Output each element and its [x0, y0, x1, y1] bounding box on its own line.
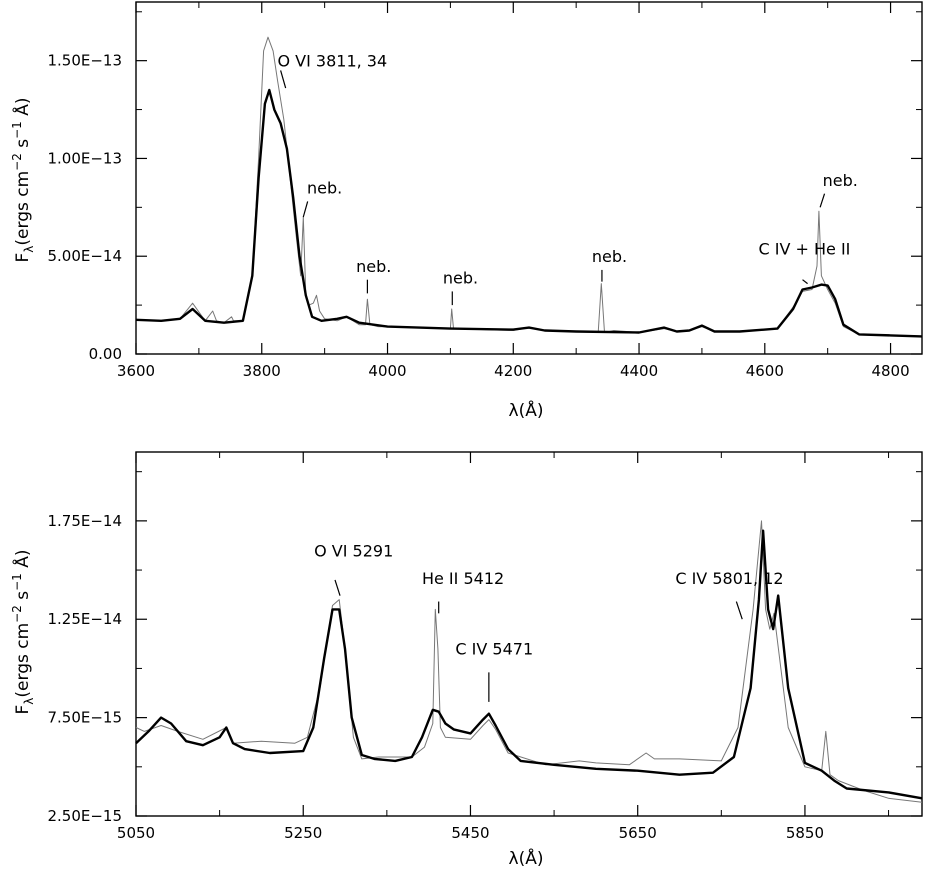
annotation-leader [735, 601, 743, 620]
y-tick-label: 1.50E−13 [47, 52, 122, 70]
line-annotation: O VI 5291 [314, 541, 393, 560]
spectrum-line-thick [135, 529, 923, 800]
svg-text:Fλ(ergs cm−2 s−1 Å): Fλ(ergs cm−2 s−1 Å) [10, 98, 36, 263]
line-annotation: neb. [592, 247, 627, 266]
x-tick-label: 5450 [451, 824, 489, 842]
x-tick-label: 4600 [746, 362, 784, 380]
x-tick-label: 5650 [619, 824, 657, 842]
x-tick-label: 4200 [494, 362, 532, 380]
plot-area-top: 3600 3800 4000 4200 4400 4600 4800 0.00 5.00E−14… [47, 1, 923, 380]
line-annotation: neb. [307, 179, 342, 198]
y-tick-label: 1.00E−13 [47, 149, 122, 167]
x-tick-label: 3800 [243, 362, 281, 380]
annotation-leader [802, 279, 808, 285]
spectrum-line-thick [135, 88, 923, 338]
annotation-leader [280, 70, 287, 89]
spectrum-panel-top: Fλ(ergs cm−2 s−1 Å) 3600 3800 4000 4200 4400… [10, 1, 923, 421]
svg-text:Fλ(ergs cm−2 s−1 Å): Fλ(ergs cm−2 s−1 Å) [10, 550, 36, 715]
x-axis-title-bottom: λ(Å) [509, 847, 544, 869]
line-annotation: C IV 5801, 12 [675, 569, 783, 588]
line-annotation: neb. [443, 269, 478, 288]
line-annotation: C IV 5471 [455, 640, 533, 659]
x-tick-label: 4400 [620, 362, 658, 380]
line-annotation: He II 5412 [422, 569, 504, 588]
x-tick-label: 5050 [117, 824, 155, 842]
plot-frame [135, 1, 923, 355]
x-tick-label: 4000 [368, 362, 406, 380]
spectrum-line-thin [135, 520, 923, 803]
plot-frame [135, 451, 923, 817]
x-axis-title-top: λ(Å) [509, 399, 544, 421]
y-tick-label: 7.50E−15 [47, 709, 122, 727]
spectrum-line-thin [135, 36, 923, 337]
x-tick-label: 5250 [284, 824, 322, 842]
x-tick-label: 4800 [871, 362, 909, 380]
annotation-leader [334, 579, 341, 596]
line-annotation: neb. [356, 257, 391, 276]
y-tick-label: 2.50E−15 [47, 807, 122, 825]
line-annotation: C IV + He II [759, 239, 851, 258]
line-annotation: O VI 3811, 34 [277, 52, 387, 71]
line-annotation: neb. [823, 171, 858, 190]
y-tick-label: 5.00E−14 [47, 247, 122, 265]
y-tick-label: 0.00 [89, 345, 122, 363]
x-tick-label: 3600 [117, 362, 155, 380]
y-axis-title-top: Fλ(ergs cm−2 s−1 Å) [10, 98, 36, 263]
plot-area-bottom: 5050 5250 5450 5650 5850 2.50E−15 7.50E−15 1.25… [47, 451, 923, 842]
annotation-leader [302, 201, 309, 218]
spectrum-panel-bottom: Fλ(ergs cm−2 s−1 Å) 5050 5250 5450 5650 5850… [10, 451, 923, 869]
y-tick-label: 1.25E−14 [47, 610, 122, 628]
x-tick-label: 5850 [786, 824, 824, 842]
y-tick-label: 1.75E−14 [47, 512, 122, 530]
y-axis-title-bottom: Fλ(ergs cm−2 s−1 Å) [10, 550, 36, 715]
annotation-leader [819, 193, 826, 208]
